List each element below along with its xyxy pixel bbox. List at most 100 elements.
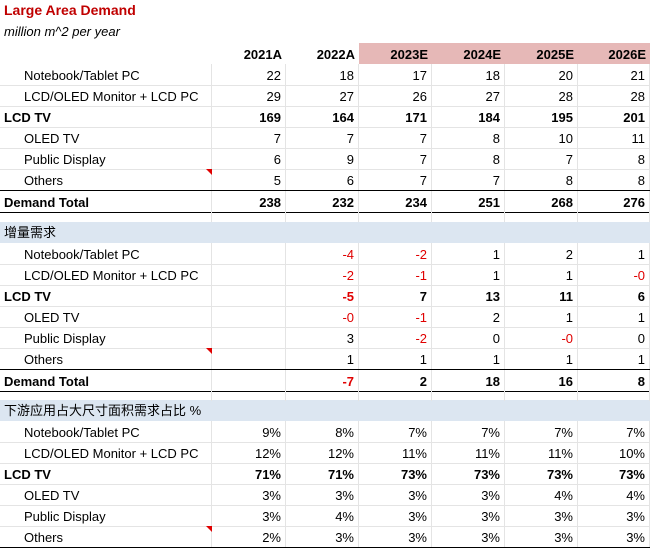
value-cell-2026e[interactable]: 8 [578, 169, 650, 190]
value-cell-2024e[interactable]: 0 [432, 327, 505, 348]
value-cell-2022a[interactable]: -4 [286, 243, 359, 264]
value-cell-2026e[interactable]: 276 [578, 191, 650, 212]
value-cell-2025e[interactable]: 73% [505, 463, 578, 484]
value-cell-2021a[interactable]: 29 [212, 85, 286, 106]
row-label[interactable]: Others [0, 169, 212, 190]
value-cell-2026e[interactable]: 10% [578, 442, 650, 463]
empty-cell[interactable] [432, 390, 505, 401]
empty-cell[interactable] [286, 211, 359, 222]
value-cell-2025e[interactable]: 8 [505, 169, 578, 190]
row-label[interactable]: Others [0, 348, 212, 369]
empty-cell[interactable] [212, 390, 286, 401]
value-cell-2022a[interactable]: 12% [286, 442, 359, 463]
value-cell-2023e[interactable]: 26 [359, 85, 432, 106]
value-cell-2025e[interactable]: 7 [505, 148, 578, 169]
value-cell-2022a[interactable]: 7 [286, 127, 359, 148]
value-cell-2023e[interactable]: 7 [359, 127, 432, 148]
row-label[interactable]: OLED TV [0, 127, 212, 148]
value-cell-2025e[interactable]: 268 [505, 191, 578, 212]
empty-cell[interactable] [432, 211, 505, 222]
year-header-2021a[interactable]: 2021A [243, 47, 282, 62]
value-cell-2022a[interactable]: 8% [286, 421, 359, 442]
value-cell-2026e[interactable]: 28 [578, 85, 650, 106]
value-cell-2024e[interactable]: 18 [432, 64, 505, 85]
value-cell-2024e[interactable]: 27 [432, 85, 505, 106]
value-cell-2026e[interactable]: 21 [578, 64, 650, 85]
year-header-2025e[interactable]: 2025E [505, 43, 578, 64]
value-cell-2022a[interactable]: -0 [286, 306, 359, 327]
value-cell-2025e[interactable]: 4% [505, 484, 578, 505]
value-cell-2022a[interactable]: 164 [286, 106, 359, 127]
value-cell-2022a[interactable]: 27 [286, 85, 359, 106]
value-cell-2021a[interactable]: 22 [212, 64, 286, 85]
value-cell-2021a[interactable] [212, 285, 286, 306]
empty-cell[interactable] [212, 211, 286, 222]
value-cell-2023e[interactable]: 11% [359, 442, 432, 463]
comment-indicator-icon[interactable] [206, 348, 212, 354]
value-cell-2025e[interactable]: 20 [505, 64, 578, 85]
value-cell-2023e[interactable]: 3% [359, 505, 432, 526]
value-cell-2021a[interactable]: 3% [212, 505, 286, 526]
value-cell-2023e[interactable]: 3% [359, 484, 432, 505]
comment-indicator-icon[interactable] [206, 526, 212, 532]
value-cell-2022a[interactable]: 18 [286, 64, 359, 85]
value-cell-2026e[interactable]: 7% [578, 421, 650, 442]
value-cell-2022a[interactable]: 3% [286, 526, 359, 547]
value-cell-2022a[interactable]: -5 [286, 285, 359, 306]
row-label[interactable]: Demand Total [0, 191, 212, 212]
value-cell-2024e[interactable]: 1 [432, 348, 505, 369]
value-cell-2024e[interactable]: 1 [432, 264, 505, 285]
value-cell-2022a[interactable]: 4% [286, 505, 359, 526]
value-cell-2025e[interactable]: 195 [505, 106, 578, 127]
value-cell-2024e[interactable]: 8 [432, 148, 505, 169]
value-cell-2025e[interactable]: 16 [505, 370, 578, 391]
empty-cell[interactable] [578, 390, 650, 401]
value-cell-2023e[interactable]: 3% [359, 526, 432, 547]
row-label[interactable]: LCD/OLED Monitor + LCD PC [0, 442, 212, 463]
row-label[interactable]: Public Display [0, 148, 212, 169]
value-cell-2023e[interactable]: -2 [359, 327, 432, 348]
empty-cell[interactable] [359, 390, 432, 401]
value-cell-2022a[interactable]: 3 [286, 327, 359, 348]
value-cell-2024e[interactable]: 184 [432, 106, 505, 127]
value-cell-2024e[interactable]: 7 [432, 169, 505, 190]
value-cell-2025e[interactable]: 11% [505, 442, 578, 463]
empty-cell[interactable] [286, 390, 359, 401]
value-cell-2026e[interactable]: 11 [578, 127, 650, 148]
value-cell-2022a[interactable]: -7 [286, 370, 359, 391]
value-cell-2025e[interactable]: 1 [505, 264, 578, 285]
row-label[interactable]: LCD TV [0, 285, 212, 306]
row-label[interactable]: Notebook/Tablet PC [0, 421, 212, 442]
value-cell-2022a[interactable]: -2 [286, 264, 359, 285]
value-cell-2025e[interactable]: 2 [505, 243, 578, 264]
row-label[interactable]: LCD/OLED Monitor + LCD PC [0, 85, 212, 106]
value-cell-2023e[interactable]: 7 [359, 169, 432, 190]
value-cell-2023e[interactable]: 7 [359, 148, 432, 169]
value-cell-2024e[interactable]: 18 [432, 370, 505, 391]
value-cell-2024e[interactable]: 73% [432, 463, 505, 484]
value-cell-2024e[interactable]: 7% [432, 421, 505, 442]
row-label[interactable]: Notebook/Tablet PC [0, 243, 212, 264]
value-cell-2026e[interactable]: 8 [578, 148, 650, 169]
value-cell-2025e[interactable]: 1 [505, 348, 578, 369]
value-cell-2022a[interactable]: 9 [286, 148, 359, 169]
value-cell-2021a[interactable] [212, 327, 286, 348]
value-cell-2021a[interactable]: 9% [212, 421, 286, 442]
value-cell-2025e[interactable]: 1 [505, 306, 578, 327]
value-cell-2021a[interactable] [212, 306, 286, 327]
row-label[interactable]: Notebook/Tablet PC [0, 64, 212, 85]
value-cell-2023e[interactable]: -2 [359, 243, 432, 264]
row-label[interactable]: Public Display [0, 505, 212, 526]
value-cell-2024e[interactable]: 11% [432, 442, 505, 463]
row-label[interactable]: LCD TV [0, 463, 212, 484]
value-cell-2023e[interactable]: 1 [359, 348, 432, 369]
value-cell-2021a[interactable] [212, 348, 286, 369]
empty-cell[interactable] [0, 211, 212, 222]
value-cell-2022a[interactable]: 1 [286, 348, 359, 369]
value-cell-2021a[interactable]: 238 [212, 191, 286, 212]
empty-cell[interactable] [578, 211, 650, 222]
value-cell-2026e[interactable]: 1 [578, 306, 650, 327]
value-cell-2021a[interactable] [212, 264, 286, 285]
value-cell-2022a[interactable]: 3% [286, 484, 359, 505]
value-cell-2023e[interactable]: -1 [359, 306, 432, 327]
